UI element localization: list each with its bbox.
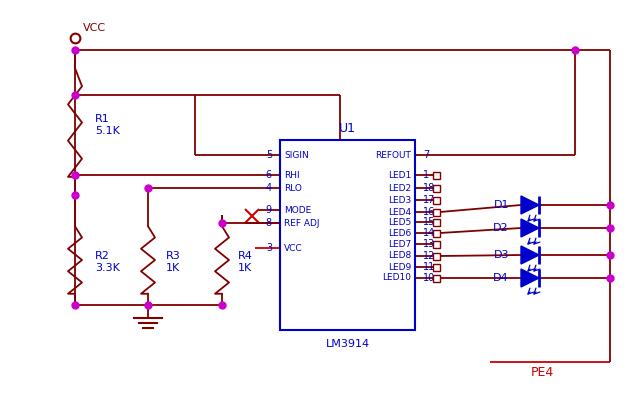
Text: PE4: PE4 xyxy=(530,366,553,379)
Text: VCC: VCC xyxy=(284,244,302,253)
Text: 18: 18 xyxy=(423,183,435,193)
Bar xyxy=(280,140,415,330)
Bar xyxy=(433,240,440,248)
Text: 8: 8 xyxy=(266,218,272,228)
Text: 5: 5 xyxy=(266,150,272,160)
Text: 3.3K: 3.3K xyxy=(95,263,120,273)
Text: LED1: LED1 xyxy=(388,171,411,179)
Text: 15: 15 xyxy=(423,217,435,227)
Text: LED4: LED4 xyxy=(388,208,411,217)
Text: 1K: 1K xyxy=(166,263,180,273)
Text: 3: 3 xyxy=(266,243,272,253)
Text: D4: D4 xyxy=(493,273,509,283)
Text: R3: R3 xyxy=(166,251,181,261)
Bar xyxy=(433,274,440,282)
Text: 1: 1 xyxy=(423,170,429,180)
Text: 14: 14 xyxy=(423,228,435,238)
Polygon shape xyxy=(521,196,539,214)
Text: 10: 10 xyxy=(423,273,435,283)
Text: D2: D2 xyxy=(493,223,509,233)
Text: RLO: RLO xyxy=(284,183,302,192)
Text: 11: 11 xyxy=(423,262,435,272)
Text: REFOUT: REFOUT xyxy=(375,150,411,160)
Text: R2: R2 xyxy=(95,251,110,261)
Polygon shape xyxy=(521,269,539,287)
Bar xyxy=(433,171,440,179)
Text: 4: 4 xyxy=(266,183,272,193)
Text: 1K: 1K xyxy=(238,263,252,273)
Text: LED9: LED9 xyxy=(388,263,411,272)
Polygon shape xyxy=(521,219,539,237)
Bar xyxy=(433,209,440,215)
Text: REF ADJ: REF ADJ xyxy=(284,219,320,227)
Text: 7: 7 xyxy=(423,150,429,160)
Polygon shape xyxy=(521,246,539,264)
Text: LED6: LED6 xyxy=(388,228,411,238)
Text: LED3: LED3 xyxy=(388,196,411,204)
Text: LED5: LED5 xyxy=(388,217,411,227)
Text: R4: R4 xyxy=(238,251,253,261)
Text: 16: 16 xyxy=(423,207,435,217)
Bar xyxy=(433,230,440,236)
Text: D1: D1 xyxy=(494,200,509,210)
Text: D3: D3 xyxy=(494,250,509,260)
Text: LM3914: LM3914 xyxy=(325,339,370,349)
Bar xyxy=(433,263,440,270)
Text: MODE: MODE xyxy=(284,206,311,215)
Text: U1: U1 xyxy=(339,122,356,135)
Bar xyxy=(433,185,440,192)
Text: SIGIN: SIGIN xyxy=(284,150,309,160)
Text: 6: 6 xyxy=(266,170,272,180)
Text: VCC: VCC xyxy=(83,23,106,33)
Bar xyxy=(433,219,440,225)
Text: LED7: LED7 xyxy=(388,240,411,249)
Bar xyxy=(433,196,440,204)
Text: RHI: RHI xyxy=(284,171,300,179)
Text: 9: 9 xyxy=(266,205,272,215)
Text: 5.1K: 5.1K xyxy=(95,126,120,135)
Text: 13: 13 xyxy=(423,239,435,249)
Text: LED10: LED10 xyxy=(382,274,411,282)
Text: R1: R1 xyxy=(95,114,110,124)
Text: 17: 17 xyxy=(423,195,435,205)
Text: LED8: LED8 xyxy=(388,251,411,261)
Bar xyxy=(433,253,440,259)
Text: 12: 12 xyxy=(423,251,435,261)
Text: LED2: LED2 xyxy=(388,183,411,192)
